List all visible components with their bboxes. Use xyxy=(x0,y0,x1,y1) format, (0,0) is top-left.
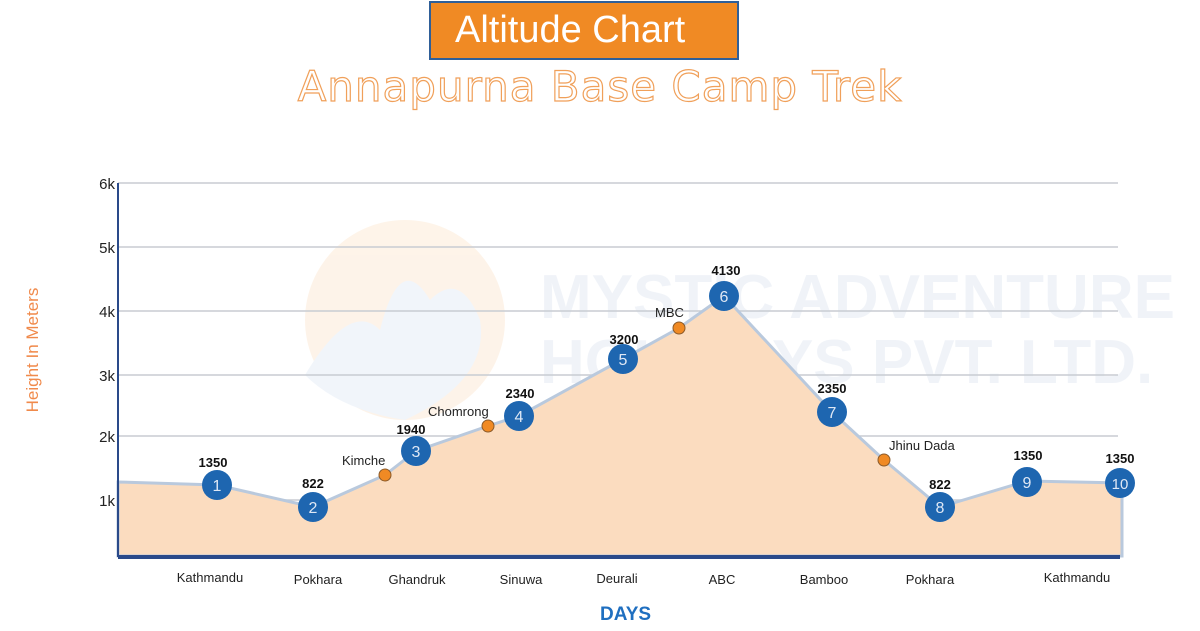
x-axis-label: DAYS xyxy=(600,604,652,625)
stop-label: Kimche xyxy=(342,453,385,468)
svg-text:Ghandruk: Ghandruk xyxy=(388,572,446,587)
day-marker-8: 8 822 xyxy=(925,477,955,522)
svg-text:4130: 4130 xyxy=(712,263,741,278)
stop-label: MBC xyxy=(655,305,684,320)
day-marker-9: 9 1350 xyxy=(1012,448,1042,497)
svg-text:5k: 5k xyxy=(99,240,115,257)
x-tick-labels: Kathmandu Pokhara Ghandruk Sinuwa Deural… xyxy=(177,570,1111,587)
svg-text:2: 2 xyxy=(309,500,318,517)
svg-text:6: 6 xyxy=(720,289,729,306)
day-marker-10: 10 1350 xyxy=(1105,451,1135,498)
svg-text:Kathmandu: Kathmandu xyxy=(177,570,244,585)
svg-text:1: 1 xyxy=(213,478,222,495)
day-marker-7: 7 2350 xyxy=(817,381,847,427)
stop-marker-kimche xyxy=(378,468,392,482)
stop-label: Jhinu Dada xyxy=(889,438,956,453)
svg-text:1350: 1350 xyxy=(1014,448,1043,463)
svg-text:6k: 6k xyxy=(99,176,115,193)
day-marker-2: 2 822 xyxy=(298,476,328,522)
svg-text:Sinuwa: Sinuwa xyxy=(500,572,543,587)
svg-text:1940: 1940 xyxy=(397,422,426,437)
y-axis-label: Height In Meters xyxy=(23,287,42,413)
svg-text:9: 9 xyxy=(1023,475,1032,492)
watermark: MYSTIC ADVENTURE HOLIDAYS PVT. LTD. xyxy=(305,220,1175,420)
svg-text:4: 4 xyxy=(515,409,524,426)
svg-text:Pokhara: Pokhara xyxy=(906,572,955,587)
svg-text:2340: 2340 xyxy=(506,386,535,401)
svg-text:1350: 1350 xyxy=(1106,451,1135,466)
svg-text:5: 5 xyxy=(619,352,628,369)
watermark-line1: MYSTIC ADVENTURE xyxy=(540,263,1175,332)
day-marker-1: 1 1350 xyxy=(199,455,232,500)
svg-text:ABC: ABC xyxy=(709,572,736,587)
stop-marker-mbc xyxy=(672,321,686,335)
day-marker-4: 4 2340 xyxy=(504,386,534,431)
svg-text:1k: 1k xyxy=(99,493,115,510)
svg-text:10: 10 xyxy=(1112,476,1129,493)
svg-text:4k: 4k xyxy=(99,304,115,321)
svg-text:822: 822 xyxy=(929,477,951,492)
day-marker-5: 5 3200 xyxy=(608,332,638,374)
chart-title: Altitude Chart xyxy=(429,1,739,60)
chart-subtitle: Annapurna Base Camp Trek xyxy=(297,61,903,111)
day-marker-6: 6 4130 xyxy=(709,263,740,311)
svg-text:3k: 3k xyxy=(99,368,115,385)
svg-text:822: 822 xyxy=(302,476,324,491)
svg-text:8: 8 xyxy=(936,500,945,517)
svg-text:Deurali: Deurali xyxy=(596,571,637,586)
svg-text:2350: 2350 xyxy=(818,381,847,396)
stop-label: Chomrong xyxy=(428,404,489,419)
stop-marker-chomrong xyxy=(481,419,495,433)
day-marker-3: 3 1940 xyxy=(397,422,431,466)
svg-text:7: 7 xyxy=(828,405,837,422)
y-tick-labels: 6k 5k 4k 3k 2k 1k xyxy=(99,176,115,510)
svg-text:1350: 1350 xyxy=(199,455,228,470)
svg-text:3: 3 xyxy=(412,444,421,461)
svg-text:Pokhara: Pokhara xyxy=(294,572,343,587)
svg-text:Kathmandu: Kathmandu xyxy=(1044,570,1111,585)
stop-marker-jhinu-dada xyxy=(877,453,891,467)
svg-text:3200: 3200 xyxy=(610,332,639,347)
svg-text:Bamboo: Bamboo xyxy=(800,572,848,587)
svg-text:2k: 2k xyxy=(99,429,115,446)
